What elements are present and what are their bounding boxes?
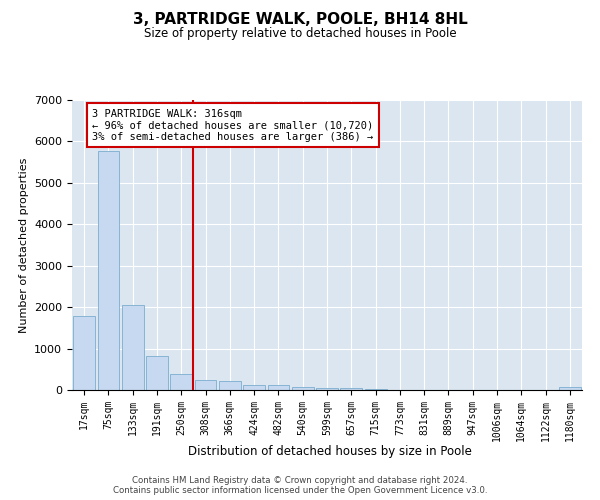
Bar <box>194 380 217 390</box>
Bar <box>292 386 314 390</box>
Text: Size of property relative to detached houses in Poole: Size of property relative to detached ho… <box>143 28 457 40</box>
Text: Contains HM Land Registry data © Crown copyright and database right 2024.
Contai: Contains HM Land Registry data © Crown c… <box>113 476 487 495</box>
Bar <box>340 388 362 390</box>
Bar <box>97 150 119 390</box>
Bar <box>170 374 192 390</box>
Bar <box>122 304 143 390</box>
Bar <box>268 386 289 390</box>
Bar <box>365 389 386 390</box>
Y-axis label: Number of detached properties: Number of detached properties <box>19 158 29 332</box>
Text: Distribution of detached houses by size in Poole: Distribution of detached houses by size … <box>188 444 472 458</box>
Bar <box>316 388 338 390</box>
Bar <box>559 387 581 390</box>
Text: 3 PARTRIDGE WALK: 316sqm
← 96% of detached houses are smaller (10,720)
3% of sem: 3 PARTRIDGE WALK: 316sqm ← 96% of detach… <box>92 108 374 142</box>
Text: 3, PARTRIDGE WALK, POOLE, BH14 8HL: 3, PARTRIDGE WALK, POOLE, BH14 8HL <box>133 12 467 28</box>
Bar <box>73 316 95 390</box>
Bar <box>243 385 265 390</box>
Bar <box>219 382 241 390</box>
Bar <box>146 356 168 390</box>
